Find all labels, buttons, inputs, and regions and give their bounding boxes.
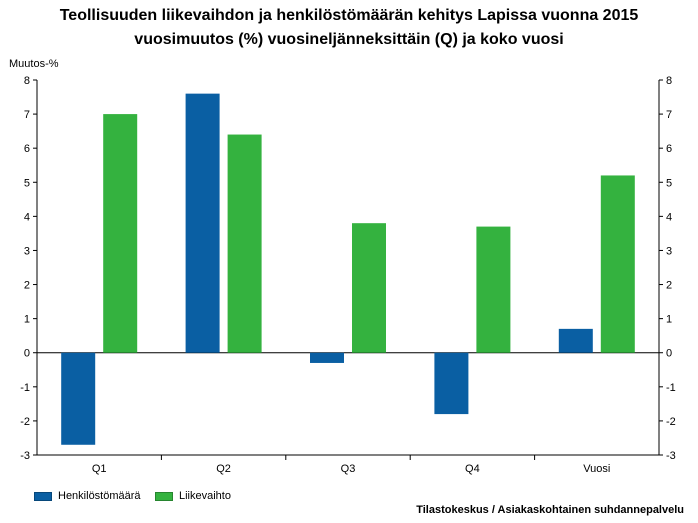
- y-tick-label-left: 6: [24, 143, 30, 155]
- y-tick-label-left: -3: [20, 450, 30, 462]
- bar-liikevaihto-q2: [227, 134, 262, 353]
- y-tick-label-left: 3: [24, 245, 30, 257]
- chart-subtitle: vuosimuutos (%) vuosineljänneksittäin (Q…: [134, 31, 564, 48]
- y-tick-label-right: 8: [666, 75, 672, 87]
- x-tick-label: Q4: [465, 463, 480, 475]
- y-tick-label-left: 5: [24, 177, 30, 189]
- x-tick-label: Q3: [341, 463, 356, 475]
- y-tick-label-left: 8: [24, 75, 30, 87]
- source-note: Tilastokeskus / Asiakaskohtainen suhdann…: [416, 504, 684, 516]
- y-tick-label-right: 7: [666, 109, 672, 121]
- legend-label-liikevaihto: Liikevaihto: [179, 490, 231, 502]
- y-tick-label-right: -3: [666, 450, 676, 462]
- y-tick-label-right: 4: [666, 211, 672, 223]
- y-tick-label-right: 0: [666, 348, 672, 360]
- legend-swatch-henkilostomaara: [34, 491, 52, 501]
- x-tick-label: Q1: [92, 463, 107, 475]
- y-tick-label-right: 2: [666, 280, 672, 292]
- y-tick-label-left: 1: [24, 314, 30, 326]
- bar-liikevaihto-vuosi: [600, 175, 635, 353]
- y-tick-label-left: -2: [20, 416, 30, 428]
- y-tick-label-left: -1: [20, 382, 30, 394]
- y-tick-label-left: 4: [24, 211, 30, 223]
- y-tick-label-right: 5: [666, 177, 672, 189]
- y-tick-label-left: 0: [24, 348, 30, 360]
- y-tick-label-right: 3: [666, 245, 672, 257]
- legend-swatch-liikevaihto: [155, 491, 173, 501]
- legend-label-henkilostomaara: Henkilöstömäärä: [58, 490, 141, 502]
- legend-item-henkilostomaara: Henkilöstömäärä: [34, 490, 141, 502]
- chart-title: Teollisuuden liikevaihdon ja henkilöstöm…: [59, 7, 639, 24]
- y-tick-label-left: 2: [24, 280, 30, 292]
- bar-henkil-st-m-r--vuosi: [558, 328, 593, 353]
- bar-henkil-st-m-r--q3: [310, 352, 344, 363]
- bar-henkil-st-m-r--q1: [61, 352, 96, 445]
- bar-henkil-st-m-r--q2: [185, 93, 220, 353]
- x-tick-label: Vuosi: [583, 463, 610, 475]
- bar-henkil-st-m-r--q4: [434, 352, 469, 415]
- y-tick-label-right: 1: [666, 314, 672, 326]
- y-tick-label-right: -1: [666, 382, 676, 394]
- bar-liikevaihto-q4: [476, 226, 511, 353]
- legend-item-liikevaihto: Liikevaihto: [155, 490, 231, 502]
- bar-liikevaihto-q1: [103, 114, 138, 353]
- bar-liikevaihto-q3: [352, 223, 386, 353]
- y-tick-label-right: -2: [666, 416, 676, 428]
- y-tick-label-right: 6: [666, 143, 672, 155]
- y-axis-label: Muutos-%: [9, 58, 59, 70]
- y-tick-label-left: 7: [24, 109, 30, 121]
- x-tick-label: Q2: [216, 463, 231, 475]
